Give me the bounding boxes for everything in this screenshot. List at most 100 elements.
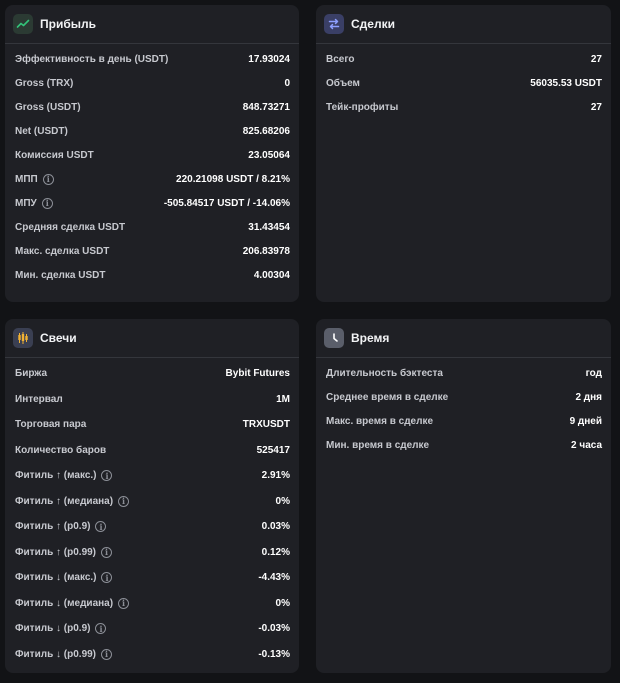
candles-stat-row: Биржа Bybit Futures xyxy=(5,361,299,387)
info-icon[interactable]: i xyxy=(41,197,53,209)
stat-label-text: Мин. время в сделке xyxy=(326,439,430,451)
candles-card: Свечи Биржа Bybit Futures Интервал 1M Торгов… xyxy=(5,319,299,673)
time-stat-row: Длительность бэктеста год xyxy=(316,361,611,385)
profit-stat-row: Мин. сделка USDT 4.00304 xyxy=(5,263,299,287)
stat-label: Макс. сделка USDT xyxy=(15,246,109,257)
candlestick-icon xyxy=(13,328,33,348)
stat-label: МПП i xyxy=(15,173,54,185)
profit-stat-row: Gross (USDT) 848.73271 xyxy=(5,95,299,119)
stat-label: Среднее время в сделке xyxy=(326,392,448,403)
stat-value: 9 дней xyxy=(569,415,602,427)
stat-label-text: Количество баров xyxy=(15,444,107,456)
stat-label: Фитиль ↓ (макс.) i xyxy=(15,572,113,584)
stat-value: 0.03% xyxy=(261,521,290,533)
stat-value: 0 xyxy=(284,77,290,89)
chart-line-up-icon xyxy=(13,14,33,34)
info-icon[interactable]: i xyxy=(101,648,113,660)
time-card-header: Время xyxy=(316,319,611,358)
stat-label-text: МПУ xyxy=(15,197,37,209)
time-card-title: Время xyxy=(351,331,390,345)
stat-label: Net (USDT) xyxy=(15,126,68,137)
candles-stat-row: Фитиль ↑ (макс.) i 2.91% xyxy=(5,463,299,489)
time-stat-row: Среднее время в сделке 2 дня xyxy=(316,385,611,409)
info-icon[interactable]: i xyxy=(118,495,130,507)
stat-label: Биржа xyxy=(15,368,47,379)
stat-value: 0% xyxy=(275,597,290,609)
stat-value: 220.21098 USDT / 8.21% xyxy=(176,173,290,185)
stat-label-text: Макс. сделка USDT xyxy=(15,245,110,257)
profit-card-header: Прибыль xyxy=(5,5,299,44)
stat-label-text: Фитиль ↑ (p0.9) xyxy=(15,521,91,533)
stat-value: 525417 xyxy=(256,444,290,456)
stat-label: Интервал xyxy=(15,394,63,405)
stat-label-text: Gross (TRX) xyxy=(15,77,74,89)
stat-label-text: Фитиль ↓ (p0.9) xyxy=(15,623,91,635)
stat-value: 27 xyxy=(590,101,602,113)
deals-card-title: Сделки xyxy=(351,17,395,31)
stat-label-text: Объем xyxy=(326,77,360,89)
candles-stat-row: Фитиль ↓ (p0.9) i -0.03% xyxy=(5,616,299,642)
stat-label: Торговая пара xyxy=(15,419,86,430)
candles-stat-row: Фитиль ↓ (медиана) i 0% xyxy=(5,591,299,617)
time-stat-row: Макс. время в сделке 9 дней xyxy=(316,409,611,433)
stat-label: Комиссия USDT xyxy=(15,150,94,161)
stat-label: Мин. сделка USDT xyxy=(15,270,105,281)
stat-label-text: Макс. время в сделке xyxy=(326,415,434,427)
candles-stat-row: Фитиль ↓ (p0.99) i -0.13% xyxy=(5,642,299,668)
candles-stat-row: Торговая пара TRXUSDT xyxy=(5,412,299,438)
info-icon[interactable]: i xyxy=(118,597,130,609)
stat-label: МПУ i xyxy=(15,197,53,209)
profit-stat-row: МПУ i -505.84517 USDT / -14.06% xyxy=(5,191,299,215)
deals-stat-row: Объем 56035.53 USDT xyxy=(316,71,611,95)
profit-stat-row: Net (USDT) 825.68206 xyxy=(5,119,299,143)
stat-label-text: Фитиль ↑ (макс.) xyxy=(15,470,97,482)
stat-value: 2 дня xyxy=(575,391,602,403)
stat-label: Количество баров xyxy=(15,445,106,456)
stat-label-text: Фитиль ↑ (p0.99) xyxy=(15,546,97,558)
stat-value: 848.73271 xyxy=(242,101,290,113)
stat-label-text: Среднее время в сделке xyxy=(326,391,449,403)
candles-stat-row: Интервал 1M xyxy=(5,387,299,413)
info-icon[interactable]: i xyxy=(101,546,113,558)
profit-stat-row: Gross (TRX) 0 xyxy=(5,71,299,95)
candles-stat-row: Фитиль ↑ (медиана) i 0% xyxy=(5,489,299,515)
stat-label: Фитиль ↑ (макс.) i xyxy=(15,470,113,482)
deals-card-header: Сделки xyxy=(316,5,611,44)
profit-card: Прибыль Эффективность в день (USDT) 17.93… xyxy=(5,5,299,302)
stat-label: Фитиль ↑ (p0.99) i xyxy=(15,546,113,558)
stat-value: 2 часа xyxy=(571,439,602,451)
time-rows: Длительность бэктеста год Среднее время в … xyxy=(316,358,611,457)
stat-value: -505.84517 USDT / -14.06% xyxy=(163,197,290,209)
swap-arrows-icon xyxy=(324,14,344,34)
info-icon[interactable]: i xyxy=(95,623,107,635)
time-card: Время Длительность бэктеста год Среднее вр… xyxy=(316,319,611,673)
candles-rows: Биржа Bybit Futures Интервал 1M Торговая пар… xyxy=(5,358,299,667)
stat-label-text: Всего xyxy=(326,53,355,65)
info-icon[interactable]: i xyxy=(42,173,54,185)
stat-label-text: Биржа xyxy=(15,368,48,380)
stat-label: Всего xyxy=(326,54,355,65)
stat-label-text: Фитиль ↓ (макс.) xyxy=(15,572,97,584)
stat-label-text: Фитиль ↑ (медиана) xyxy=(15,495,114,507)
info-icon[interactable]: i xyxy=(95,521,107,533)
profit-rows: Эффективность в день (USDT) 17.93024 Gross… xyxy=(5,44,299,287)
stat-value: TRXUSDT xyxy=(242,419,290,431)
stat-label-text: Средняя сделка USDT xyxy=(15,221,126,233)
stat-value: 17.93024 xyxy=(248,53,290,65)
stat-label-text: Тейк-профиты xyxy=(326,101,399,113)
stat-label-text: Торговая пара xyxy=(15,419,87,431)
stat-label-text: Интервал xyxy=(15,393,63,405)
stat-label-text: Мин. сделка USDT xyxy=(15,269,106,281)
stat-value: -0.13% xyxy=(258,648,290,660)
stat-label: Фитиль ↑ (p0.9) i xyxy=(15,521,107,533)
candles-card-header: Свечи xyxy=(5,319,299,358)
stat-value: 0.12% xyxy=(261,546,290,558)
stat-value: 31.43454 xyxy=(248,221,290,233)
info-icon[interactable]: i xyxy=(101,470,113,482)
stat-label-text: Gross (USDT) xyxy=(15,101,81,113)
stat-label: Тейк-профиты xyxy=(326,102,398,113)
stat-value: 2.91% xyxy=(261,470,290,482)
stat-label-text: Длительность бэктеста xyxy=(326,367,443,379)
stat-label: Макс. время в сделке xyxy=(326,416,433,427)
info-icon[interactable]: i xyxy=(101,572,113,584)
